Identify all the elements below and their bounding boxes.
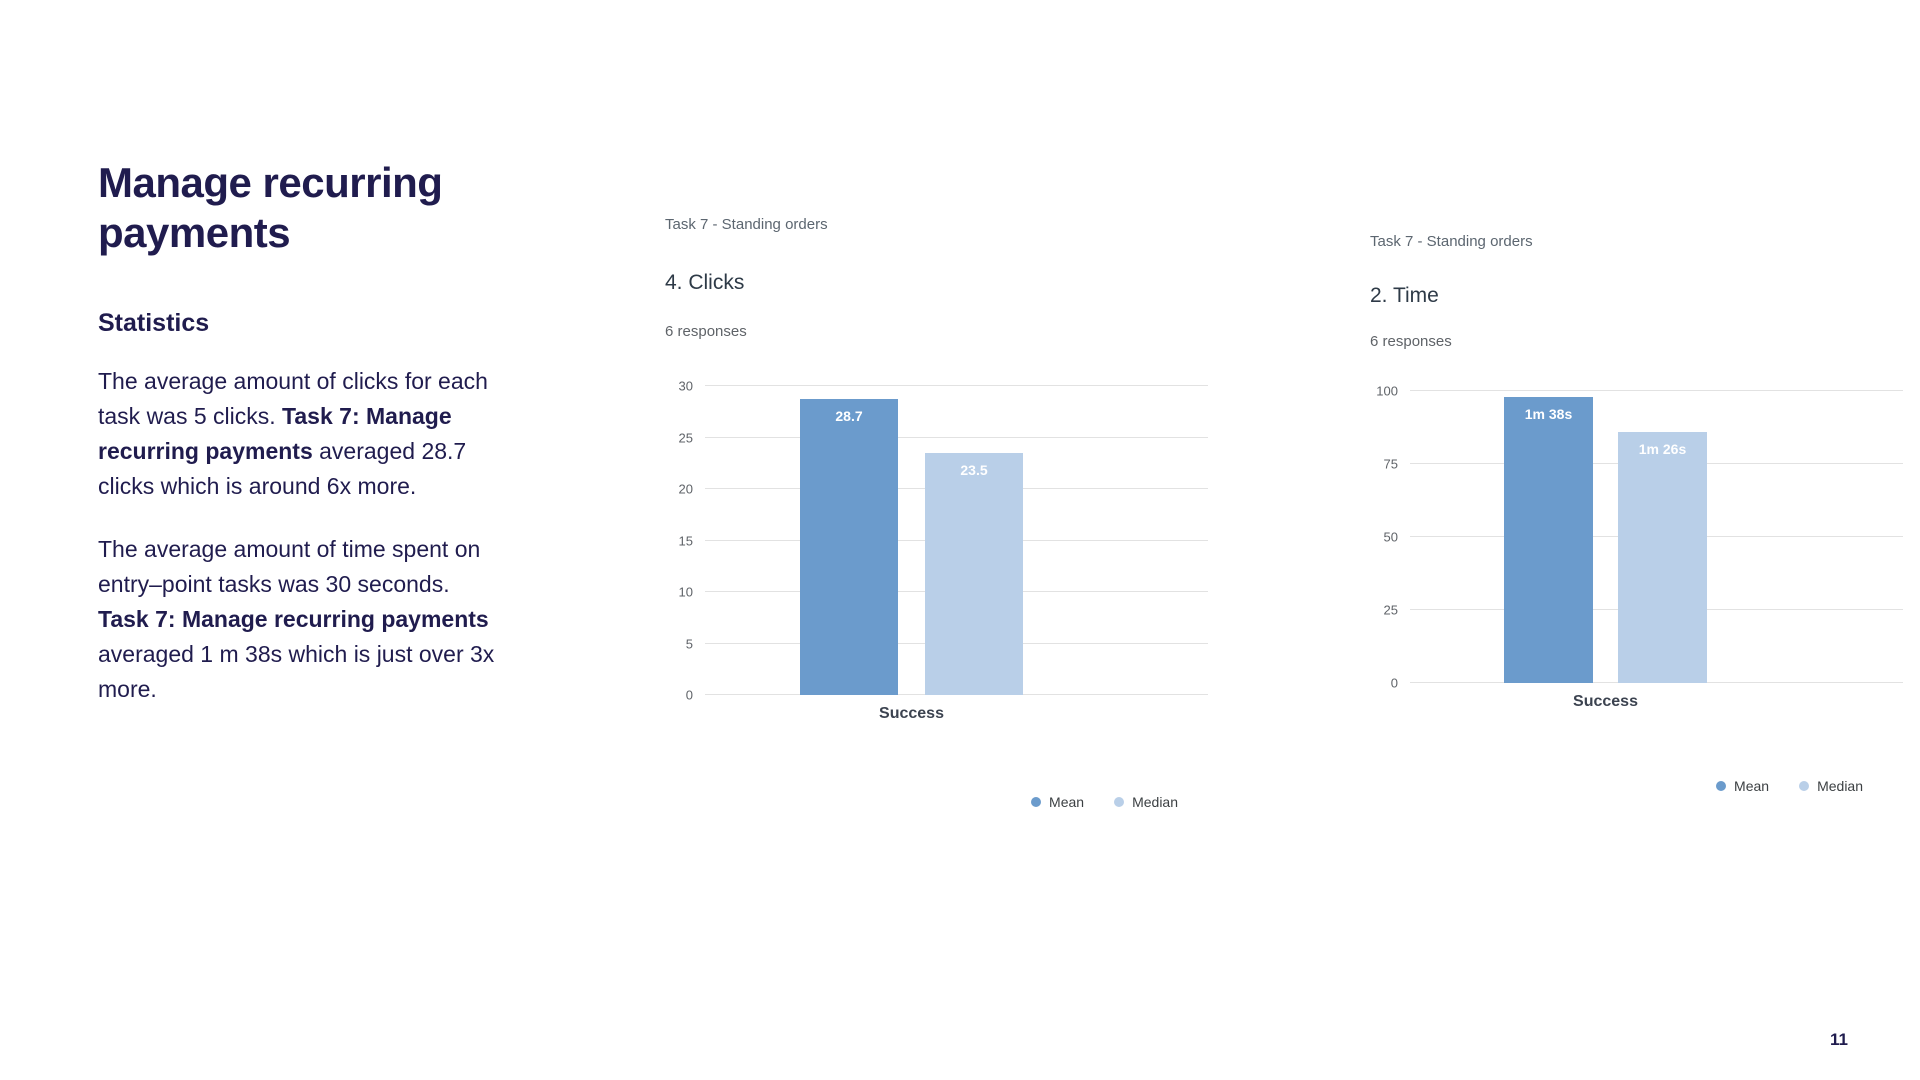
x-axis-label: Success <box>879 705 944 722</box>
gridline <box>1410 390 1903 391</box>
paragraph-text: averaged 1 m 38s which is just over 3x m… <box>98 641 495 703</box>
chart-task-header: Task 7 - Standing orders <box>1370 233 1533 250</box>
plot-area: 28.7 23.5 Success 0 5 10 15 20 25 30 <box>679 379 1208 722</box>
chart-legend: Mean Median <box>1031 794 1178 810</box>
legend-label: Mean <box>1049 794 1085 810</box>
y-axis-tick: 30 <box>678 378 693 394</box>
bar-group: 1m 38s 1m 26s <box>1504 391 1707 683</box>
statistics-paragraph-time: The average amount of time spent on entr… <box>98 532 496 707</box>
median-bar: 23.5 <box>925 452 1023 695</box>
y-axis-tick: 5 <box>685 636 693 651</box>
gridline <box>705 436 1208 438</box>
median-bar: 1m 26s <box>1618 431 1707 683</box>
paragraph-text: averaged 28.7 clicks which is around 6x … <box>98 438 467 500</box>
y-axis-tick: 0 <box>1390 675 1398 691</box>
y-axis-tick: 15 <box>678 533 693 548</box>
plot-area: 1m 38s 1m 26s Success 0 25 50 75 100 <box>1376 384 1903 710</box>
statistics-paragraph-clicks: The average amount of clicks for each ta… <box>98 364 496 504</box>
y-axis-tick: 50 <box>1383 529 1398 545</box>
chart-title: 4. Clicks <box>665 271 745 294</box>
chart-responses-count: 6 responses <box>1370 333 1452 350</box>
page-title: Manage recurring payments <box>98 159 443 256</box>
paragraph-bold-text: Task 7: Manage recurring payments <box>98 606 489 633</box>
legend-item-mean: Mean <box>1031 794 1084 810</box>
page-number: 11 <box>1830 1030 1848 1049</box>
y-axis-tick: 100 <box>1376 383 1398 399</box>
legend-label: Median <box>1132 794 1178 810</box>
paragraph-text: The average amount of clicks for each ta… <box>98 368 488 430</box>
legend-item-mean: Mean <box>1716 778 1769 794</box>
bar-value-label: 1m 38s <box>1524 405 1573 422</box>
x-axis-label: Success <box>1573 693 1638 710</box>
y-axis-tick: 25 <box>1383 602 1398 618</box>
mean-bar: 1m 38s <box>1504 396 1593 683</box>
paragraph-bold-text: Task 7: Manage recurring payments <box>98 403 452 465</box>
legend-dot-icon <box>1716 781 1727 791</box>
chart-task-header: Task 7 - Standing orders <box>665 216 828 233</box>
time-chart: Task 7 - Standing orders 2. Time 6 respo… <box>1370 233 1903 843</box>
y-axis-tick: 75 <box>1383 456 1398 472</box>
legend-item-median: Median <box>1114 794 1178 810</box>
mean-bar: 28.7 <box>800 399 898 695</box>
chart-legend: Mean Median <box>1716 778 1863 794</box>
paragraph-text: The average amount of time spent on entr… <box>98 536 481 598</box>
legend-label: Mean <box>1734 778 1770 794</box>
bar-group: 28.7 23.5 <box>800 386 1023 695</box>
y-axis-tick: 0 <box>685 687 693 703</box>
legend-label: Median <box>1817 778 1863 794</box>
y-axis-tick: 10 <box>678 584 693 600</box>
bar-value-label: 1m 26s <box>1638 440 1687 457</box>
clicks-chart: Task 7 - Standing orders 4. Clicks 6 res… <box>665 216 1208 856</box>
gridline <box>705 385 1208 386</box>
text-column: Manage recurring payments Statistics The… <box>98 158 496 735</box>
bar-value-label: 23.5 <box>960 461 988 478</box>
chart-responses-count: 6 responses <box>665 323 747 340</box>
legend-dot-icon <box>1799 781 1810 791</box>
y-axis-tick: 20 <box>678 481 693 497</box>
legend-item-median: Median <box>1799 778 1863 794</box>
legend-dot-icon <box>1114 797 1125 807</box>
y-axis-tick: 25 <box>678 430 693 445</box>
bar-value-label: 28.7 <box>835 408 863 425</box>
statistics-heading: Statistics <box>98 309 210 338</box>
chart-title: 2. Time <box>1370 284 1439 307</box>
legend-dot-icon <box>1031 797 1042 807</box>
